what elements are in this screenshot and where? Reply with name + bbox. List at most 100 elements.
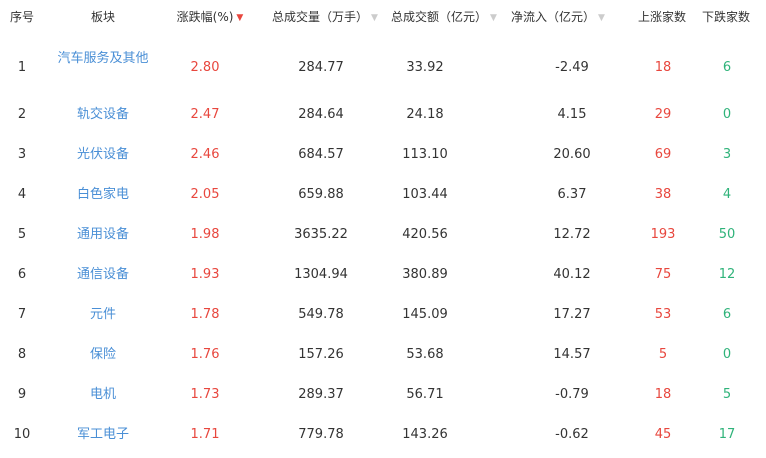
sector-link[interactable]: 光伏设备 (76, 147, 130, 162)
up-count: 5 (658, 347, 668, 362)
change-pct: 1.76 (190, 347, 220, 362)
sector-link[interactable]: 电机 (89, 387, 117, 402)
header-volume[interactable]: 总成交量（万手） ▼ (272, 8, 378, 27)
change-pct: 1.98 (190, 227, 220, 242)
table-row: 4 白色家电 2.05 659.88 103.44 6.37 38 4 (0, 175, 766, 215)
down-count: 17 (718, 427, 736, 442)
up-count: 38 (654, 187, 672, 202)
net-inflow: 40.12 (553, 267, 591, 282)
table-header: 序号 板块 涨跌幅(%) ▼ 总成交量（万手） ▼ 总成交额（亿元） ▼ 净流入（亿元… (0, 0, 766, 34)
amount: 380.89 (402, 267, 448, 282)
table-row: 6 通信设备 1.93 1304.94 380.89 40.12 75 12 (0, 255, 766, 295)
down-count: 6 (722, 307, 732, 322)
row-index: 9 (17, 387, 27, 402)
header-up-count: 上涨家数 (637, 10, 687, 24)
change-pct: 1.73 (190, 387, 220, 402)
net-inflow: 20.60 (553, 147, 591, 162)
row-index: 4 (17, 187, 27, 202)
sort-desc-icon[interactable]: ▼ (236, 13, 244, 23)
net-inflow: -0.62 (555, 427, 589, 442)
amount: 33.92 (406, 59, 444, 75)
header-amount[interactable]: 总成交额（亿元） ▼ (391, 8, 497, 27)
down-count: 50 (718, 227, 736, 242)
sort-icon[interactable]: ▼ (490, 13, 497, 23)
sector-link[interactable]: 通用设备 (76, 227, 130, 242)
change-pct: 2.05 (190, 187, 220, 202)
row-index: 5 (17, 227, 27, 242)
volume: 659.88 (298, 187, 344, 202)
volume: 284.77 (298, 59, 344, 75)
net-inflow: 6.37 (557, 187, 587, 202)
table-row: 10 军工电子 1.71 779.78 143.26 -0.62 45 17 (0, 415, 766, 455)
net-inflow: -2.49 (555, 59, 589, 75)
table-row: 1 汽车服务及其他 2.80 284.77 33.92 -2.49 18 6 (0, 40, 766, 95)
amount: 56.71 (406, 387, 444, 402)
up-count: 193 (650, 227, 676, 242)
up-count: 18 (654, 387, 672, 402)
volume: 684.57 (298, 147, 344, 162)
volume: 779.78 (298, 427, 344, 442)
amount: 113.10 (402, 147, 448, 162)
row-index: 2 (17, 107, 27, 122)
up-count: 45 (654, 427, 672, 442)
amount: 103.44 (402, 187, 448, 202)
header-index: 序号 (9, 10, 35, 24)
header-sector: 板块 (90, 10, 116, 24)
net-inflow: 14.57 (553, 347, 591, 362)
net-inflow: -0.79 (555, 387, 589, 402)
table-row: 5 通用设备 1.98 3635.22 420.56 12.72 193 50 (0, 215, 766, 255)
down-count: 12 (718, 267, 736, 282)
sector-link[interactable]: 军工电子 (76, 427, 130, 442)
volume: 284.64 (298, 107, 344, 122)
header-down-count: 下跌家数 (701, 10, 751, 24)
up-count: 18 (654, 59, 672, 75)
sector-link[interactable]: 元件 (89, 307, 117, 322)
change-pct: 2.46 (190, 147, 220, 162)
net-inflow: 4.15 (557, 107, 587, 122)
sector-link[interactable]: 汽车服务及其他 (57, 50, 149, 66)
sector-link[interactable]: 保险 (89, 347, 117, 362)
volume: 1304.94 (294, 267, 348, 282)
change-pct: 2.80 (190, 59, 220, 75)
row-index: 10 (13, 427, 31, 442)
net-inflow: 17.27 (553, 307, 591, 322)
sort-icon[interactable]: ▼ (598, 13, 605, 23)
change-pct: 2.47 (190, 107, 220, 122)
table-row: 3 光伏设备 2.46 684.57 113.10 20.60 69 3 (0, 135, 766, 175)
change-pct: 1.78 (190, 307, 220, 322)
header-change[interactable]: 涨跌幅(%) ▼ (177, 8, 244, 27)
table-row: 8 保险 1.76 157.26 53.68 14.57 5 0 (0, 335, 766, 375)
volume: 157.26 (298, 347, 344, 362)
table-row: 9 电机 1.73 289.37 56.71 -0.79 18 5 (0, 375, 766, 415)
net-inflow: 12.72 (553, 227, 591, 242)
row-index: 6 (17, 267, 27, 282)
up-count: 53 (654, 307, 672, 322)
sector-link[interactable]: 白色家电 (76, 187, 130, 202)
sort-icon[interactable]: ▼ (371, 13, 378, 23)
row-index: 1 (17, 59, 27, 75)
down-count: 3 (722, 147, 732, 162)
row-index: 8 (17, 347, 27, 362)
sector-link[interactable]: 通信设备 (76, 267, 130, 282)
down-count: 6 (722, 59, 732, 75)
change-pct: 1.71 (190, 427, 220, 442)
up-count: 29 (654, 107, 672, 122)
down-count: 0 (722, 107, 732, 122)
volume: 289.37 (298, 387, 344, 402)
sector-link[interactable]: 轨交设备 (76, 107, 130, 122)
down-count: 4 (722, 187, 732, 202)
volume: 3635.22 (294, 227, 348, 242)
row-index: 3 (17, 147, 27, 162)
up-count: 75 (654, 267, 672, 282)
down-count: 0 (722, 347, 732, 362)
amount: 145.09 (402, 307, 448, 322)
amount: 143.26 (402, 427, 448, 442)
change-pct: 1.93 (190, 267, 220, 282)
down-count: 5 (722, 387, 732, 402)
amount: 53.68 (406, 347, 444, 362)
up-count: 69 (654, 147, 672, 162)
row-index: 7 (17, 307, 27, 322)
header-netflow[interactable]: 净流入（亿元） ▼ (511, 8, 605, 27)
table-row: 2 轨交设备 2.47 284.64 24.18 4.15 29 0 (0, 95, 766, 135)
table-row: 7 元件 1.78 549.78 145.09 17.27 53 6 (0, 295, 766, 335)
